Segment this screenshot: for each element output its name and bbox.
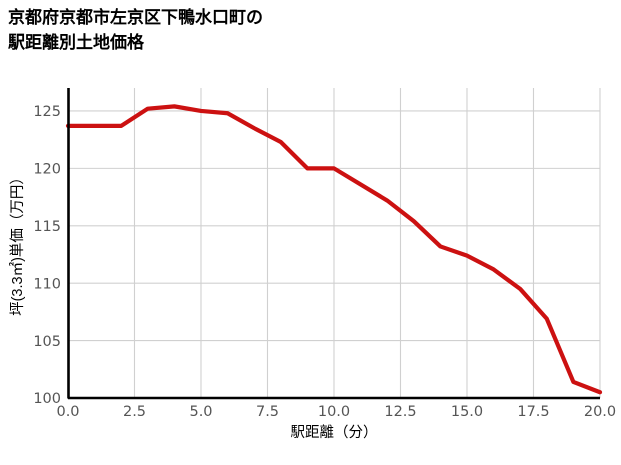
x-tick-label: 12.5: [384, 404, 416, 420]
x-tick-label: 2.5: [123, 404, 146, 420]
x-tick-label: 0.0: [56, 404, 79, 420]
x-tick-labels: 0.0 2.5 5.0 7.5 10.0 12.5 15.0 17.5 20.0: [56, 404, 616, 420]
x-axis-title: 駅距離（分）: [291, 423, 378, 441]
x-tick-label: 15.0: [451, 404, 483, 420]
y-tick-labels: 100 105 110 115 120 125: [33, 104, 61, 407]
y-tick-label: 110: [33, 276, 61, 292]
y-tick-label: 100: [33, 391, 61, 407]
x-gridlines: [133, 88, 601, 398]
y-tick-label: 105: [33, 334, 61, 350]
x-tick-label: 5.0: [189, 404, 212, 420]
x-tick-label: 10.0: [318, 404, 350, 420]
chart-title: 京都府京都市左京区下鴨水口町の 駅距離別土地価格: [8, 8, 263, 52]
x-tick-label: 7.5: [256, 404, 279, 420]
y-axis-title: 坪(3.3㎡)単価（万円）: [9, 170, 26, 316]
y-tick-label: 120: [33, 162, 61, 178]
y-tick-label: 115: [33, 219, 61, 235]
price-line-series: [65, 104, 603, 395]
x-tick-label: 20.0: [584, 404, 616, 420]
x-tick-label: 17.5: [517, 404, 549, 420]
y-tick-label: 125: [33, 104, 61, 120]
